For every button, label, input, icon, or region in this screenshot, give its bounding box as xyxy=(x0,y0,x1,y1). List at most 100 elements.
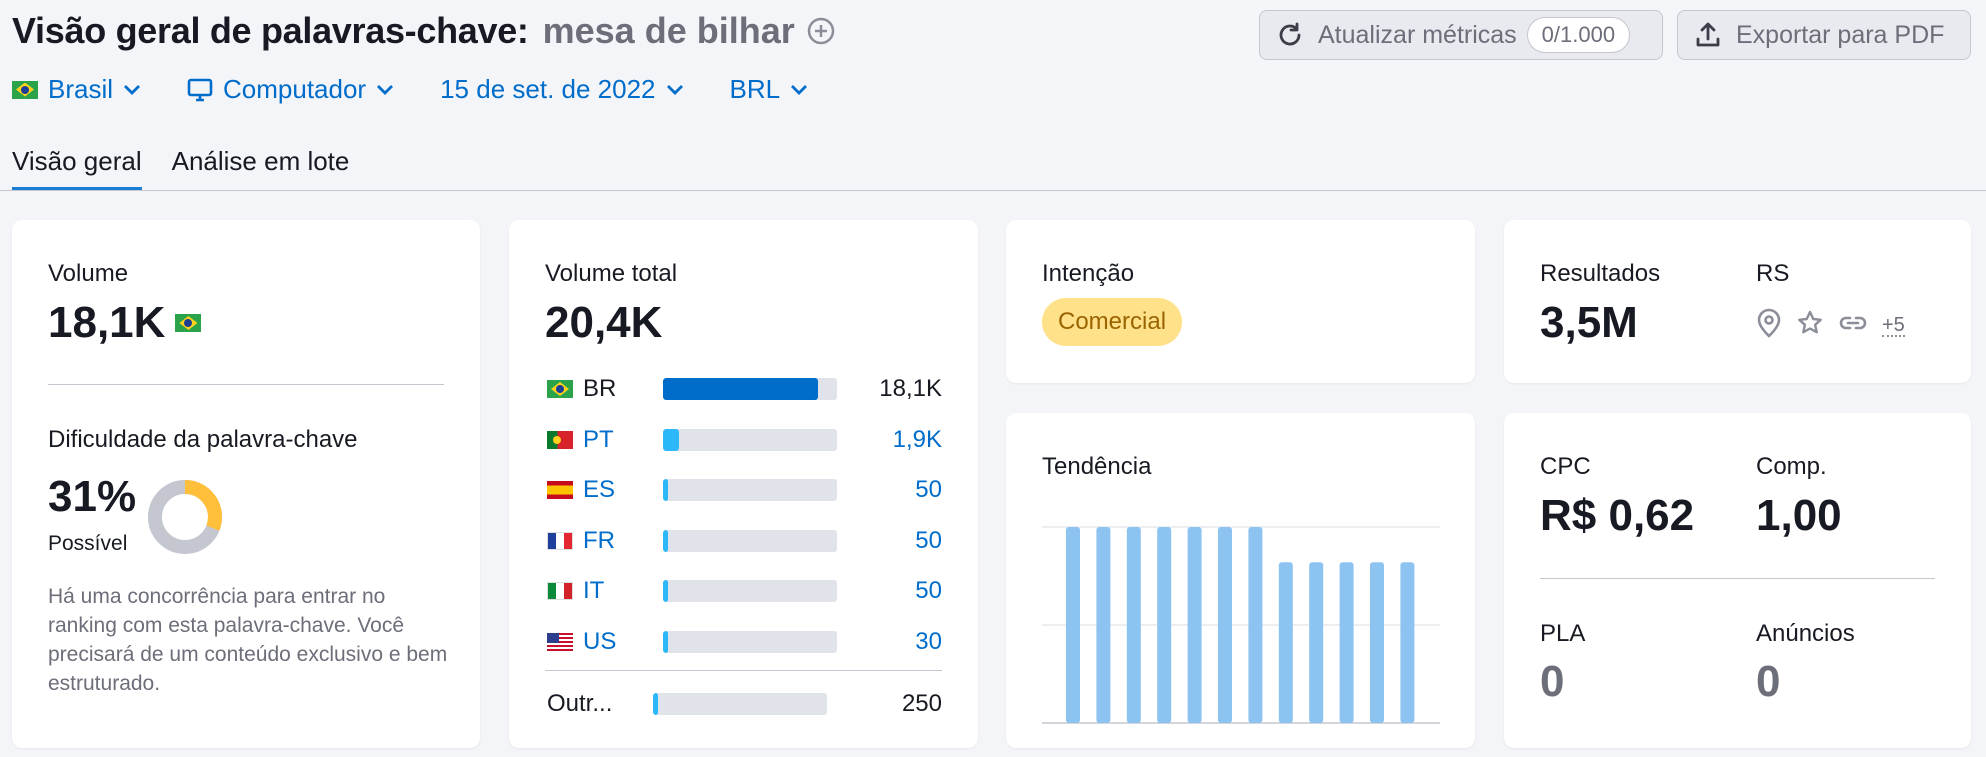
intent-badge[interactable]: Comercial xyxy=(1042,298,1183,346)
country-code[interactable]: PT xyxy=(583,425,614,453)
country-volume[interactable]: 50 xyxy=(915,577,942,604)
trend-bar[interactable] xyxy=(1096,527,1111,723)
country-volume[interactable]: 50 xyxy=(915,476,942,503)
date-filter-label: 15 de set. de 2022 xyxy=(440,74,656,104)
pla-label: PLA xyxy=(1540,620,1586,647)
country-row-it[interactable]: IT 50 xyxy=(547,576,942,606)
trend-bar[interactable] xyxy=(1218,527,1232,723)
results-value: 3,5M xyxy=(1540,298,1638,347)
results-card: Resultados 3,5M RS +5 xyxy=(1504,220,1971,383)
country-row-pt[interactable]: PT 1,9K xyxy=(547,425,942,455)
cpc-value: R$ 0,62 xyxy=(1540,491,1695,540)
it-flag-icon xyxy=(547,582,573,600)
volume-value-row: 18,1K xyxy=(48,298,202,348)
country-code[interactable]: IT xyxy=(583,577,605,604)
country-code[interactable]: ES xyxy=(583,476,616,503)
results-label: Resultados xyxy=(1540,260,1661,287)
country-volume[interactable]: 50 xyxy=(915,526,942,554)
country-row-us[interactable]: US 30 xyxy=(547,627,942,657)
country-bar-track xyxy=(663,479,837,501)
country-filter-label: Brasil xyxy=(48,74,114,104)
trend-bar[interactable] xyxy=(1066,527,1080,723)
tab-overview[interactable]: Visão geral xyxy=(12,146,142,191)
total-volume-label: Volume total xyxy=(545,260,678,287)
pla-value: 0 xyxy=(1540,657,1565,706)
refresh-metrics-label: Atualizar métricas xyxy=(1318,20,1517,49)
link-icon[interactable] xyxy=(1838,312,1868,339)
country-bar-track xyxy=(663,428,837,451)
trend-bar[interactable] xyxy=(1370,562,1384,723)
serp-more-link[interactable]: +5 xyxy=(1882,313,1905,337)
volume-difficulty-card: Volume 18,1K Dificuldade da palavra-chav… xyxy=(12,220,480,748)
star-icon[interactable] xyxy=(1796,309,1824,342)
trend-bar[interactable] xyxy=(1248,527,1263,723)
export-pdf-label: Exportar para PDF xyxy=(1736,20,1945,49)
keyword-title: mesa de bilhar xyxy=(542,10,795,51)
location-pin-icon[interactable] xyxy=(1756,308,1782,343)
country-row-fr[interactable]: FR 50 xyxy=(547,526,942,556)
desktop-icon xyxy=(187,78,213,102)
country-row-others: Outr... 250 xyxy=(547,689,942,719)
country-code[interactable]: US xyxy=(583,627,617,655)
country-volume[interactable]: 30 xyxy=(915,627,942,655)
country-filter[interactable]: Brasil xyxy=(12,74,141,105)
refresh-counter: 0/1.000 xyxy=(1526,17,1631,53)
trend-bar[interactable] xyxy=(1400,562,1415,723)
export-pdf-button[interactable]: Exportar para PDF xyxy=(1677,10,1971,60)
country-bar-fill xyxy=(663,428,679,451)
es-flag-icon xyxy=(547,481,573,499)
trend-bar[interactable] xyxy=(1157,527,1172,723)
currency-filter[interactable]: BRL xyxy=(730,74,809,105)
card-divider xyxy=(1540,578,1935,579)
others-bar-fill xyxy=(653,693,659,715)
date-filter[interactable]: 15 de set. de 2022 xyxy=(440,74,683,105)
serp-features-label: RS xyxy=(1756,260,1790,287)
country-volume[interactable]: 1,9K xyxy=(892,425,942,453)
competition-value: 1,00 xyxy=(1756,491,1842,540)
tabs-divider xyxy=(0,190,1986,191)
difficulty-level: Possível xyxy=(48,532,128,555)
country-bar-track xyxy=(663,630,837,653)
difficulty-label: Dificuldade da palavra-chave xyxy=(48,426,358,453)
filter-bar: Brasil Computador 15 de set. de 2022 BRL xyxy=(12,74,854,105)
trend-chart xyxy=(1042,526,1440,724)
refresh-metrics-button[interactable]: Atualizar métricas 0/1.000 xyxy=(1259,10,1663,60)
total-volume-value: 20,4K xyxy=(545,298,663,347)
difficulty-value: 31% xyxy=(48,472,137,521)
volume-value: 18,1K xyxy=(48,298,166,347)
brazil-flag-icon xyxy=(12,80,38,99)
br-flag-icon xyxy=(547,380,573,398)
trend-bar[interactable] xyxy=(1187,527,1202,723)
total-volume-card: Volume total 20,4K BR 18,1K PT 1,9K ES 50 FR 50… xyxy=(509,220,978,748)
add-keyword-icon[interactable] xyxy=(807,17,835,45)
trend-bar[interactable] xyxy=(1309,562,1324,723)
trend-bar[interactable] xyxy=(1126,527,1141,723)
device-filter-label: Computador xyxy=(223,74,367,104)
trend-bar[interactable] xyxy=(1339,562,1354,723)
us-flag-icon xyxy=(547,632,573,651)
trend-label: Tendência xyxy=(1042,453,1152,480)
country-code[interactable]: FR xyxy=(583,526,615,554)
country-bar-fill xyxy=(663,378,818,400)
cpc-label: CPC xyxy=(1540,453,1591,480)
brazil-flag-icon xyxy=(175,314,202,332)
intent-label: Intenção xyxy=(1042,260,1135,287)
competition-label: Comp. xyxy=(1756,453,1827,480)
chevron-down-icon xyxy=(376,84,394,96)
ads-value: 0 xyxy=(1756,657,1781,706)
tab-bar: Visão geral Análise em lote xyxy=(12,146,379,191)
others-value: 250 xyxy=(901,690,942,717)
country-row-es[interactable]: ES 50 xyxy=(547,475,942,505)
export-icon xyxy=(1694,21,1722,49)
others-bar-track xyxy=(653,693,827,715)
chevron-down-icon xyxy=(790,84,808,96)
page-title: Visão geral de palavras-chave: xyxy=(12,10,529,51)
device-filter[interactable]: Computador xyxy=(187,74,394,105)
trend-bar[interactable] xyxy=(1278,562,1293,723)
tab-batch-analysis[interactable]: Análise em lote xyxy=(171,146,350,176)
trend-card: Tendência xyxy=(1006,413,1475,748)
intent-badge-wrap: Comercial xyxy=(1042,298,1183,346)
country-bar-track xyxy=(663,580,837,602)
volume-label: Volume xyxy=(48,260,129,287)
pt-flag-icon xyxy=(547,430,573,449)
